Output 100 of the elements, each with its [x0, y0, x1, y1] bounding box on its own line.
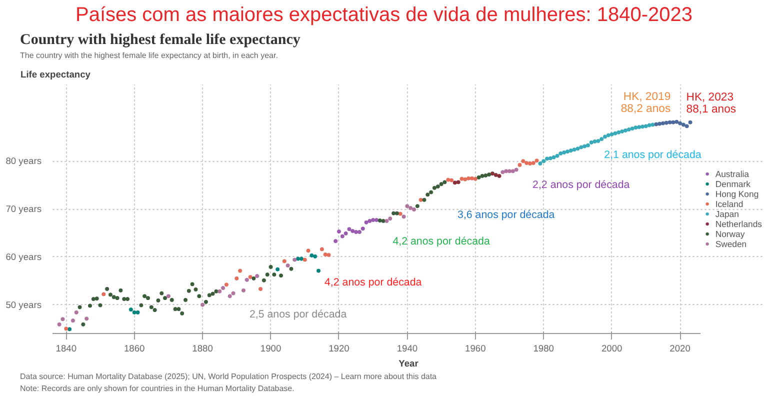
annotation: 2,1 anos por década: [604, 148, 702, 161]
point: [91, 296, 96, 302]
x-tick-label: 1980: [533, 344, 554, 354]
point: [579, 145, 584, 150]
point: [415, 204, 420, 208]
x-axis-title: Year: [398, 358, 419, 368]
point: [310, 253, 314, 258]
point: [542, 159, 546, 164]
point: [354, 230, 358, 234]
legend-label: Iceland: [715, 198, 744, 208]
point: [228, 294, 232, 298]
point: [94, 296, 99, 301]
point: [139, 303, 144, 308]
chart-title: Países com as maiores expectativas de vida de mulheres: 1840-2023: [75, 3, 692, 28]
point: [176, 307, 181, 312]
point: [268, 264, 273, 269]
point: [439, 182, 444, 186]
point: [70, 318, 76, 323]
point: [364, 220, 368, 224]
point: [650, 122, 655, 127]
point: [105, 286, 110, 292]
point: [262, 278, 266, 282]
legend-label: Hong Kong: [715, 188, 759, 198]
point: [555, 154, 560, 158]
point: [589, 140, 594, 144]
point: [282, 259, 286, 264]
point: [299, 256, 304, 261]
point: [88, 304, 92, 308]
point: [276, 267, 280, 272]
point: [534, 158, 539, 163]
point: [136, 310, 140, 314]
y-tick-label: 60 years: [6, 252, 42, 262]
point: [132, 310, 136, 314]
point: [344, 231, 348, 236]
point: [388, 216, 392, 221]
point: [582, 144, 587, 148]
point: [334, 239, 338, 244]
point: [197, 294, 202, 298]
point: [486, 172, 492, 177]
x-tick-label: 1960: [465, 344, 486, 354]
point: [548, 156, 552, 160]
point: [142, 294, 147, 298]
source-note: Data source: Human Mortality Database (2025); UN, World Population Prospects (2024) – Learn more about this data: [20, 371, 437, 383]
point: [644, 124, 648, 128]
point: [238, 268, 242, 273]
point: [586, 143, 590, 148]
point: [234, 276, 239, 280]
point: [248, 274, 252, 280]
point: [68, 327, 72, 332]
y-tick-label: 70 years: [6, 204, 42, 214]
point: [214, 289, 218, 294]
annotation: 2,2 anos por década: [532, 179, 630, 192]
annotation: HK, 2019 88,2 anos: [620, 90, 671, 115]
point: [484, 173, 488, 178]
point: [128, 308, 133, 312]
point: [207, 293, 212, 298]
point: [286, 263, 290, 268]
point: [200, 302, 205, 307]
point: [278, 274, 284, 278]
point: [531, 160, 536, 166]
point: [218, 289, 222, 294]
point: [664, 120, 668, 125]
point: [118, 288, 123, 292]
point: [596, 138, 600, 144]
point: [241, 288, 246, 292]
point: [600, 137, 604, 142]
point: [392, 211, 396, 216]
point: [510, 169, 515, 174]
point: [429, 190, 434, 194]
point: [452, 180, 457, 185]
y-tick-label: 50 years: [6, 300, 42, 310]
point: [289, 266, 294, 271]
x-tick-label: 1920: [328, 344, 350, 354]
point: [426, 192, 430, 197]
y-tick-label: 80 years: [6, 156, 42, 166]
point: [210, 292, 215, 296]
point: [658, 122, 662, 126]
point: [678, 121, 682, 126]
point: [637, 125, 642, 130]
annotation: HK, 2023 88,1 anos: [686, 91, 736, 116]
point: [252, 276, 256, 280]
point: [326, 252, 331, 258]
point: [470, 176, 474, 180]
point: [160, 291, 164, 296]
point: [681, 122, 686, 127]
point: [497, 174, 502, 178]
point: [500, 170, 505, 174]
point: [568, 148, 573, 153]
point: [456, 180, 460, 184]
point: [402, 214, 406, 219]
point: [368, 218, 372, 224]
point: [606, 133, 610, 138]
point: [538, 161, 542, 166]
point: [412, 207, 416, 212]
point: [408, 206, 413, 210]
point: [449, 178, 454, 182]
point: [668, 120, 672, 124]
point: [442, 180, 447, 184]
point: [350, 228, 355, 234]
point: [640, 124, 645, 129]
